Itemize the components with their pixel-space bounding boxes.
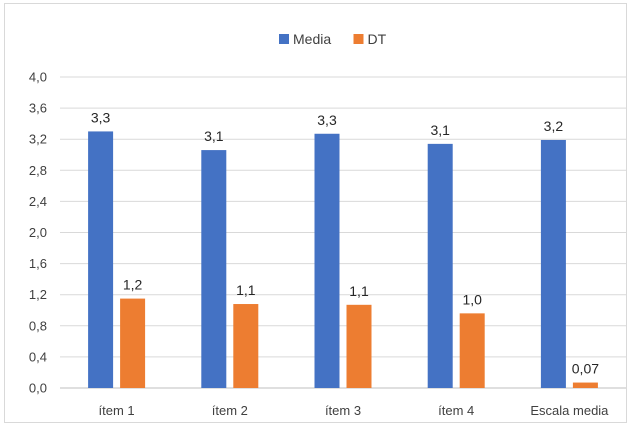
data-label-dt: 1,1	[349, 283, 369, 299]
data-label-dt: 1,0	[462, 291, 482, 307]
data-label-dt: 1,1	[236, 282, 256, 298]
data-label-media: 3,3	[91, 109, 111, 125]
x-tick-label: ítem 2	[212, 403, 248, 418]
data-label-media: 3,3	[317, 112, 337, 128]
legend-swatch-media	[279, 34, 289, 44]
y-tick-label: 0,8	[29, 318, 47, 333]
data-label-media: 3,1	[204, 128, 224, 144]
bar-dt-1	[120, 298, 146, 388]
bar-dt-3	[346, 304, 372, 388]
bar-media-3	[314, 133, 340, 388]
y-tick-label: 0,4	[29, 349, 47, 364]
gridlines	[60, 76, 626, 389]
y-tick-label: 2,4	[29, 194, 47, 209]
bars	[88, 131, 598, 389]
bar-dt-5	[572, 382, 598, 388]
y-tick-label: 1,6	[29, 256, 47, 271]
data-label-media: 3,1	[430, 122, 450, 138]
bar-dt-4	[459, 313, 485, 388]
bar-media-4	[427, 143, 453, 388]
y-tick-label: 2,0	[29, 225, 47, 240]
y-tick-label: 3,6	[29, 101, 47, 116]
bar-dt-2	[233, 304, 259, 388]
y-tick-label: 0,0	[29, 381, 47, 396]
x-tick-label: ítem 4	[438, 403, 474, 418]
legend-label-media: Media	[293, 31, 331, 47]
data-labels: 3,3 1,2 3,1 1,1 3,3 1,1 3,1 1,0 3,2 0,07	[91, 109, 599, 376]
y-tick-label: 3,2	[29, 132, 47, 147]
bar-media-5	[540, 139, 566, 388]
y-tick-label: 1,2	[29, 287, 47, 302]
legend-swatch-dt	[353, 34, 364, 44]
legend-label-dt: DT	[368, 31, 387, 47]
bar-media-2	[201, 150, 227, 388]
legend: Media DT	[279, 31, 387, 47]
data-label-media: 3,2	[544, 118, 564, 134]
x-tick-label: Escala media	[530, 403, 609, 418]
y-tick-label: 2,8	[29, 163, 47, 178]
x-tick-label: ítem 3	[325, 403, 361, 418]
bar-media-1	[88, 131, 114, 389]
data-label-dt: 1,2	[123, 277, 143, 293]
data-label-dt: 0,07	[572, 361, 599, 377]
x-tick-label: ítem 1	[99, 403, 135, 418]
x-axis-ticks: ítem 1 ítem 2 ítem 3 ítem 4 Escala media	[99, 403, 610, 418]
y-tick-label: 4,0	[29, 70, 47, 85]
y-axis-ticks: 0,0 0,4 0,8 1,2 1,6 2,0 2,4 2,8 3,2 3,6 4,0	[29, 70, 47, 396]
